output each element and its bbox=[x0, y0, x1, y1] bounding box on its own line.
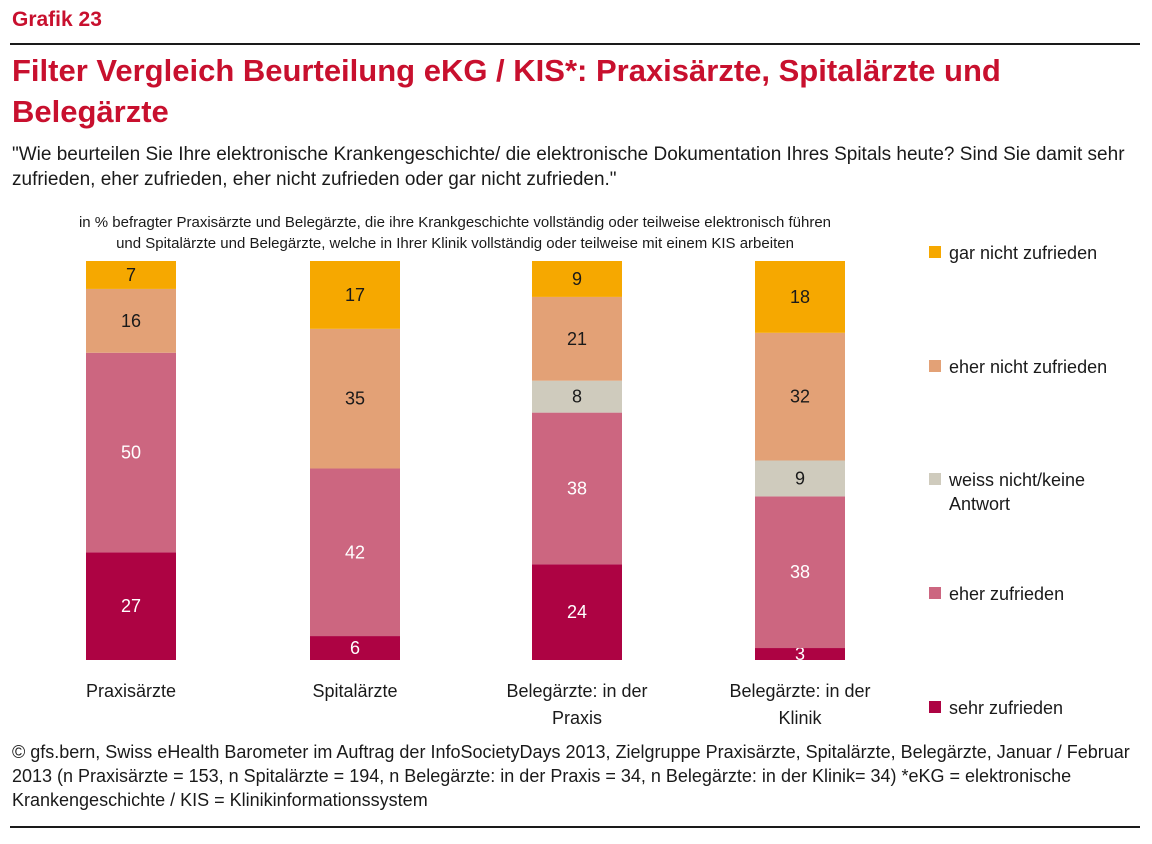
bar-segment-sehr-zufrieden-2 bbox=[310, 636, 400, 660]
data-label-eher-nicht-zufrieden-1: 16 bbox=[121, 311, 141, 331]
data-label-weiss-nicht-keine-antwort-4: 9 bbox=[795, 468, 805, 488]
figure-number: Grafik 23 bbox=[12, 8, 102, 31]
legend-label-gar-nicht-zufrieden: gar nicht zufrieden bbox=[949, 243, 1097, 263]
bar-segment-gar-nicht-zufrieden-3 bbox=[532, 261, 622, 297]
bar-segment-eher-nicht-zufrieden-3 bbox=[532, 296, 622, 381]
bar-segment-weiss-nicht-keine-antwort-4 bbox=[755, 460, 845, 497]
legend-swatch-weiss-nicht-keine-antwort bbox=[929, 473, 941, 485]
data-label-sehr-zufrieden-2: 6 bbox=[350, 638, 360, 658]
chart-subtitle: in % befragter Praxisärzte und Belegärzt… bbox=[10, 212, 900, 254]
bar-segment-sehr-zufrieden-3 bbox=[532, 564, 622, 660]
data-label-eher-nicht-zufrieden-3: 21 bbox=[567, 329, 587, 349]
bar-segment-sehr-zufrieden-4 bbox=[755, 648, 845, 660]
bar-segment-eher-nicht-zufrieden-2 bbox=[310, 328, 400, 469]
legend-label-eher-nicht-zufrieden: eher nicht zufrieden bbox=[949, 357, 1107, 377]
category-label-2: Spitalärzte bbox=[312, 681, 397, 701]
data-label-gar-nicht-zufrieden-2: 17 bbox=[345, 285, 365, 305]
category-label-3-line-2: Praxis bbox=[552, 708, 602, 728]
bar-segment-gar-nicht-zufrieden-4 bbox=[755, 261, 845, 333]
bar-segment-eher-zufrieden-3 bbox=[532, 412, 622, 565]
data-label-gar-nicht-zufrieden-1: 7 bbox=[126, 265, 136, 285]
subtitle-line-1: in % befragter Praxisärzte und Belegärzt… bbox=[78, 214, 832, 231]
bar-segment-eher-nicht-zufrieden-1 bbox=[86, 288, 176, 353]
data-label-eher-zufrieden-4: 38 bbox=[790, 562, 810, 582]
legend-label-sehr-zufrieden: sehr zufrieden bbox=[949, 698, 1063, 718]
legend-swatch-eher-nicht-zufrieden bbox=[929, 360, 941, 372]
bar-segment-eher-zufrieden-4 bbox=[755, 496, 845, 649]
legend-swatch-gar-nicht-zufrieden bbox=[929, 246, 941, 258]
top-rule bbox=[10, 43, 1140, 45]
bar-segment-sehr-zufrieden-1 bbox=[86, 552, 176, 660]
data-label-sehr-zufrieden-3: 24 bbox=[567, 602, 587, 622]
data-label-weiss-nicht-keine-antwort-3: 8 bbox=[572, 387, 582, 407]
data-label-sehr-zufrieden-1: 27 bbox=[121, 596, 141, 616]
data-label-gar-nicht-zufrieden-4: 18 bbox=[790, 287, 810, 307]
category-label-3-line-1: Belegärzte: in der bbox=[506, 681, 647, 701]
legend-swatch-sehr-zufrieden bbox=[929, 701, 941, 713]
data-label-eher-zufrieden-1: 50 bbox=[121, 443, 141, 463]
data-label-sehr-zufrieden-4: 3 bbox=[795, 644, 805, 664]
bar-segment-weiss-nicht-keine-antwort-3 bbox=[532, 380, 622, 413]
chart-title: Filter Vergleich Beurteilung eKG / KIS*:… bbox=[12, 53, 1001, 129]
survey-question: "Wie beurteilen Sie Ihre elektronische K… bbox=[12, 144, 1125, 190]
legend-label-weiss-nicht-keine-antwort-line-2: Antwort bbox=[949, 494, 1010, 514]
bar-segment-eher-zufrieden-2 bbox=[310, 468, 400, 637]
bar-segment-eher-zufrieden-1 bbox=[86, 352, 176, 553]
subtitle-line-2: und Spitalärzte und Belegärzte, welche i… bbox=[116, 235, 794, 252]
bar-segment-eher-nicht-zufrieden-4 bbox=[755, 332, 845, 461]
bar-segment-gar-nicht-zufrieden-1 bbox=[86, 261, 176, 289]
category-label-4-line-2: Klinik bbox=[778, 708, 822, 728]
data-label-eher-nicht-zufrieden-4: 32 bbox=[790, 387, 810, 407]
source-footnote: © gfs.bern, Swiss eHealth Barometer im A… bbox=[12, 742, 1130, 810]
bar-segment-gar-nicht-zufrieden-2 bbox=[310, 261, 400, 329]
bottom-rule bbox=[10, 826, 1140, 828]
data-label-eher-zufrieden-3: 38 bbox=[567, 478, 587, 498]
category-label-4-line-1: Belegärzte: in der bbox=[729, 681, 870, 701]
category-label-1: Praxisärzte bbox=[86, 681, 176, 701]
legend-label-weiss-nicht-keine-antwort-line-1: weiss nicht/keine bbox=[948, 470, 1085, 490]
data-label-eher-zufrieden-2: 42 bbox=[345, 542, 365, 562]
legend-label-eher-zufrieden: eher zufrieden bbox=[949, 584, 1064, 604]
data-label-gar-nicht-zufrieden-3: 9 bbox=[572, 269, 582, 289]
data-label-eher-nicht-zufrieden-2: 35 bbox=[345, 389, 365, 409]
legend-swatch-eher-zufrieden bbox=[929, 587, 941, 599]
